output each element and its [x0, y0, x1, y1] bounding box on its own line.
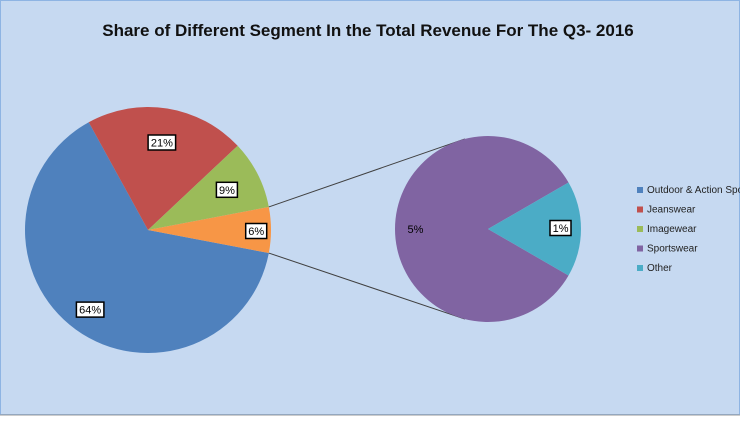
slice-outdoor-action-sports-label-box [75, 301, 105, 318]
slice-jeanswear-label-box [147, 134, 177, 151]
connector-line-top [268, 138, 466, 208]
legend: Outdoor & Action Spo Jeanswear Imagewear Sp… [637, 185, 740, 274]
slice-imagewear [148, 145, 269, 230]
slice-outdoor-action-sports-label: 64% [79, 305, 101, 317]
legend-item-jeanswear: Jeanswear [647, 205, 696, 216]
secondary-pie [394, 136, 581, 322]
legend-swatch-outdoor-action-spo [637, 187, 643, 193]
legend-swatch-other [637, 265, 643, 271]
legend-swatch-imagewear [637, 226, 643, 232]
slice-other-group [148, 206, 271, 254]
slice-jeanswear-label: 21% [151, 138, 173, 150]
slice-imagewear-label-box [215, 181, 239, 199]
slice-other-group-label-box [244, 222, 268, 240]
legend-item-sportswear: Sportswear [647, 244, 698, 255]
secondary-slice-other [488, 182, 581, 276]
chart-title: Share of Different Segment In the Total … [102, 21, 634, 40]
secondary-slice-sportswear [394, 136, 569, 322]
legend-item-other: Other [647, 263, 673, 274]
connector-lines [268, 138, 466, 320]
slice-other-group-label: 6% [248, 226, 264, 238]
slice-jeanswear [88, 106, 238, 230]
slice-imagewear-label: 9% [219, 185, 235, 197]
legend-item-imagewear: Imagewear [647, 224, 697, 235]
legend-swatch-jeanswear [637, 206, 643, 213]
slice-outdoor-action-sports [25, 122, 269, 353]
primary-pie [25, 106, 271, 353]
secondary-slice-sportswear-label: 5% [408, 224, 424, 236]
connector-line-bottom [268, 252, 466, 320]
secondary-slice-other-label: 1% [553, 223, 569, 235]
legend-swatch-sportswear [637, 245, 643, 252]
bottom-strip [0, 415, 740, 430]
legend-item-outdoor-action-spo: Outdoor & Action Spo [647, 185, 740, 196]
secondary-slice-other-label-box [549, 219, 572, 237]
data-labels: 64% 21% 9% 6% 5% 1% [75, 134, 572, 318]
